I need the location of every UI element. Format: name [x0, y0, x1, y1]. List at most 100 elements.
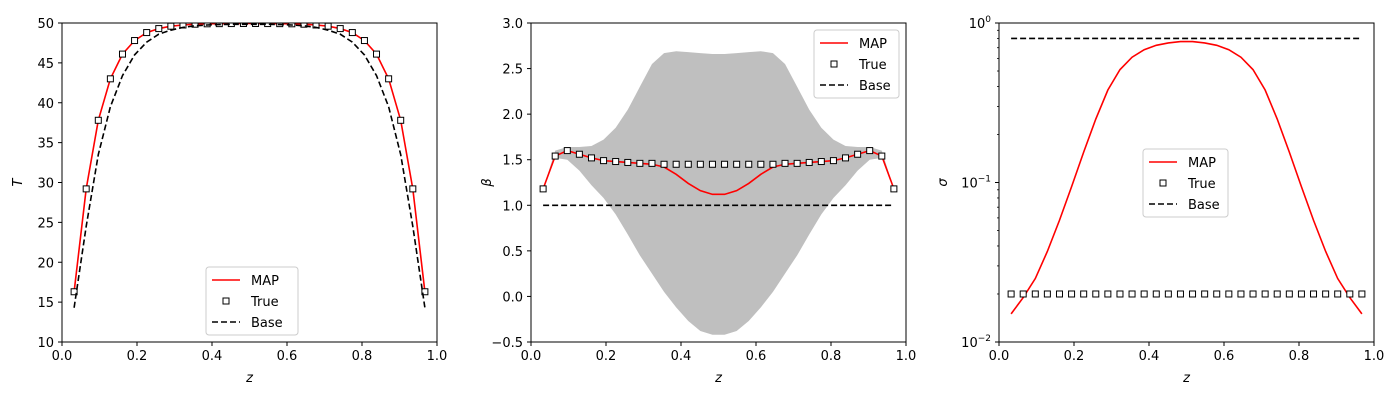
data-point: [612, 158, 620, 166]
data-point: [1152, 290, 1160, 298]
data-point: [94, 116, 102, 124]
y-tick-label: 10: [37, 336, 54, 351]
data-point: [587, 154, 595, 162]
data-point: [1104, 290, 1112, 298]
data-point: [1068, 290, 1076, 298]
data-point: [1237, 290, 1245, 298]
y-tick-label: 35: [37, 137, 54, 152]
y-tick-label: −0.5: [491, 336, 523, 351]
data-point: [1116, 290, 1124, 298]
legend-label: Base: [251, 316, 283, 331]
data-point: [721, 160, 729, 168]
data-point: [300, 23, 308, 28]
x-tick-label: 0.4: [1139, 349, 1160, 364]
y-tick-base: 10: [961, 336, 978, 351]
data-point: [1128, 290, 1136, 298]
plot-area: [70, 23, 429, 308]
data-point: [890, 185, 898, 193]
data-point: [600, 157, 608, 165]
x-tick-label: 0.6: [277, 349, 298, 364]
y-tick-label: 0.0: [502, 290, 523, 305]
y-tick-label: 1.0: [502, 199, 523, 214]
x-tick-label: 1.0: [427, 349, 448, 364]
y-axis: −0.5 0.0 0.5 1.0 1.5 2.0 2.5 3.0 β: [480, 17, 531, 351]
legend-label: True: [250, 295, 279, 310]
data-point: [191, 23, 199, 28]
data-point: [1043, 290, 1051, 298]
data-point: [708, 160, 716, 168]
data-point: [805, 158, 813, 166]
data-point: [360, 37, 368, 45]
y-tick-label: 10−2: [961, 334, 991, 351]
data-point: [829, 157, 837, 165]
x-axis: 0.0 0.2 0.4 0.6 0.8 1.0 z: [52, 342, 448, 386]
data-point: [733, 160, 741, 168]
data-point: [551, 152, 559, 160]
data-point: [118, 50, 126, 58]
data-point: [1140, 290, 1148, 298]
data-point: [1273, 290, 1281, 298]
x-tick-label: 0.8: [352, 349, 373, 364]
data-point: [1176, 290, 1184, 298]
legend-swatch: [1159, 179, 1167, 187]
series-true-markers: [1007, 290, 1366, 298]
data-point: [1346, 290, 1354, 298]
series-base-line: [73, 23, 426, 308]
panel-2: 0.0 0.2 0.4 0.6 0.8 1.0z−0.50.00.51.01.52.02.…: [480, 17, 916, 386]
x-tick-label: 0.8: [821, 349, 842, 364]
data-point: [769, 160, 777, 168]
data-point: [131, 37, 139, 45]
x-axis: 0.0 0.2 0.4 0.6 0.8 1.0 z: [521, 342, 916, 386]
x-tick-label: 0.0: [52, 349, 73, 364]
data-point: [1019, 290, 1027, 298]
data-point: [539, 185, 547, 193]
x-tick-label: 0.2: [596, 349, 617, 364]
data-point: [70, 288, 78, 296]
legend-label: True: [858, 58, 887, 73]
x-axis-label: z: [245, 371, 254, 386]
y-tick-exponent: 0: [985, 15, 991, 25]
y-tick-label: 2.5: [502, 63, 523, 78]
data-point: [636, 159, 644, 167]
data-point: [575, 150, 583, 158]
y-tick-label: 25: [37, 216, 54, 231]
series-true-markers: [539, 147, 898, 193]
y-axis-label: T: [11, 177, 26, 186]
data-point: [385, 75, 393, 83]
data-point: [866, 147, 874, 155]
uncertainty-band: [543, 51, 894, 335]
plot-area: [539, 51, 898, 335]
x-tick-label: 0.0: [989, 349, 1010, 364]
legend-label: MAP: [1188, 156, 1216, 171]
y-tick-base: 10: [969, 17, 986, 32]
y-axis-label: β: [480, 178, 495, 187]
data-point: [348, 29, 356, 37]
panel-3: 0.0 0.2 0.4 0.6 0.8 1.0z10−210−1100σMAPTrueBa…: [936, 15, 1384, 386]
data-point: [167, 23, 175, 30]
data-point: [757, 160, 765, 168]
data-point: [409, 185, 417, 193]
data-point: [660, 160, 668, 168]
data-point: [215, 23, 223, 28]
y-tick-label: 3.0: [502, 17, 523, 32]
data-point: [1189, 290, 1197, 298]
data-point: [276, 23, 284, 28]
legend: MAP True Base: [1142, 148, 1229, 218]
legend-swatch: [830, 60, 838, 68]
y-tick-label: 0.5: [502, 245, 523, 260]
y-tick-base: 10: [961, 177, 978, 192]
panel-1: 0.0 0.2 0.4 0.6 0.8 1.0 z 10 15 20 25 30 35 40 45 50 T MA…: [11, 17, 447, 386]
x-tick-label: 1.0: [1364, 349, 1385, 364]
data-point: [854, 150, 862, 158]
data-point: [106, 75, 114, 83]
data-point: [203, 23, 211, 28]
y-axis: 10 15 20 25 30 35 40 45 50 T: [11, 17, 62, 351]
data-point: [624, 158, 632, 166]
data-point: [1261, 290, 1269, 298]
y-tick-label: 2.0: [502, 108, 523, 123]
x-tick-label: 0.4: [671, 349, 692, 364]
data-point: [1297, 290, 1305, 298]
data-point: [1080, 290, 1088, 298]
